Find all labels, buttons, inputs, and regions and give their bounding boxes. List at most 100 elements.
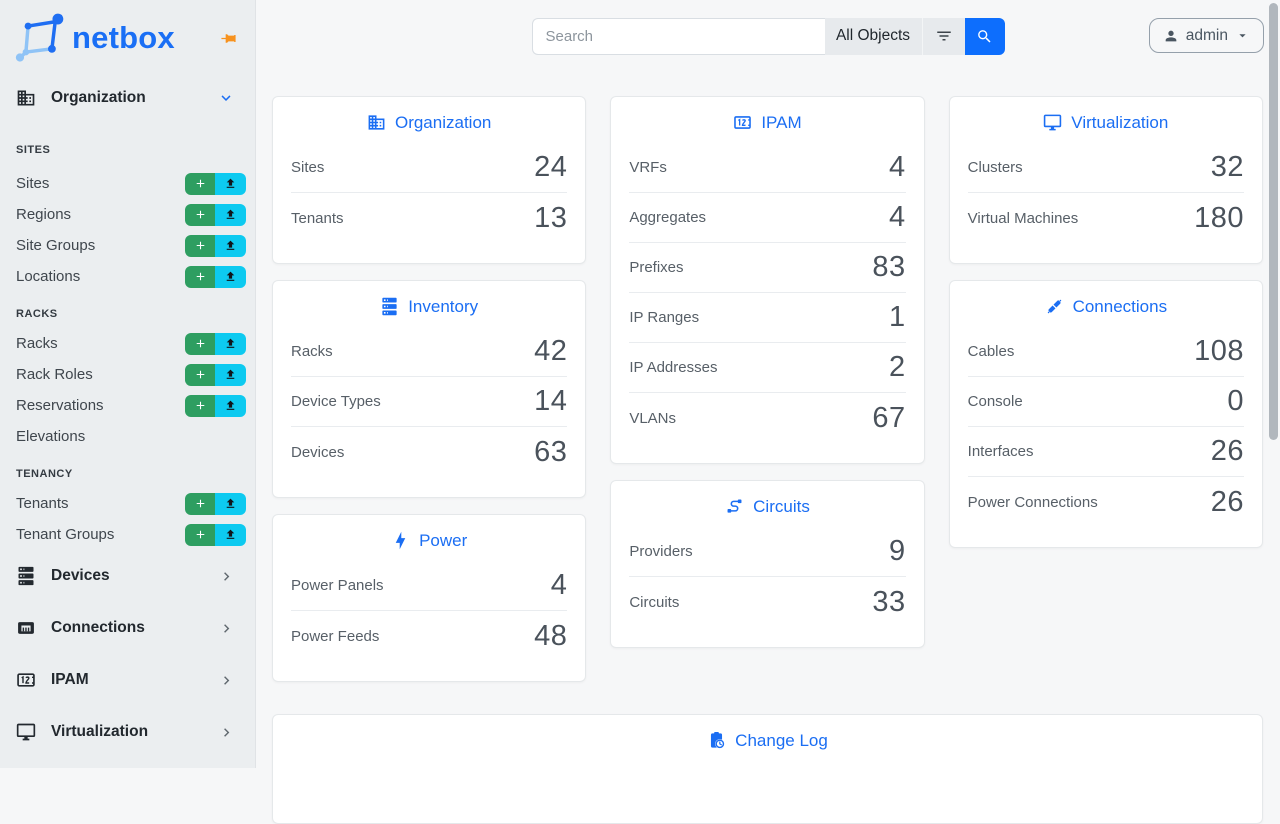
chevron-right-icon — [218, 568, 235, 585]
stat-label: Virtual Machines — [968, 210, 1079, 227]
stat-value[interactable]: 108 — [1194, 335, 1244, 368]
stat-value[interactable]: 1 — [889, 301, 906, 334]
stat-value[interactable]: 48 — [534, 620, 567, 653]
stat-value[interactable]: 4 — [889, 201, 906, 234]
card-organization-title[interactable]: Organization — [273, 97, 585, 135]
stat-label: Tenants — [291, 210, 344, 227]
import-button[interactable] — [215, 204, 246, 226]
stat-value[interactable]: 67 — [872, 402, 905, 435]
card-title-text: Connections — [1073, 294, 1168, 319]
card-power: Power Power Panels 4 Power Feeds 48 — [272, 514, 586, 682]
sidebar-item-elevations[interactable]: Elevations — [0, 421, 255, 452]
add-button[interactable] — [185, 524, 215, 546]
card-virtualization-title[interactable]: Virtualization — [950, 97, 1262, 135]
add-button[interactable] — [185, 235, 215, 257]
search-button[interactable] — [965, 18, 1005, 55]
card-power-title[interactable]: Power — [273, 515, 585, 553]
connections-icon — [16, 618, 36, 638]
card-circuits-title[interactable]: Circuits — [611, 481, 923, 519]
stat-value[interactable]: 9 — [889, 535, 906, 568]
sidebar-item-tenant-groups[interactable]: Tenant Groups — [0, 519, 255, 550]
import-button[interactable] — [215, 493, 246, 515]
import-button[interactable] — [215, 235, 246, 257]
add-button[interactable] — [185, 333, 215, 355]
netbox-logo-icon — [14, 12, 66, 64]
search-input[interactable] — [532, 18, 825, 55]
sidebar-item-sites[interactable]: Sites — [0, 168, 255, 199]
stat-row: Interfaces 26 — [968, 427, 1244, 477]
sidebar-item-reservations[interactable]: Reservations — [0, 390, 255, 421]
card-title-text: IPAM — [761, 110, 801, 135]
sidebar-menu-ipam[interactable]: IPAM — [0, 654, 255, 706]
plus-icon — [194, 208, 207, 221]
sidebar-menu-label: Devices — [51, 567, 110, 585]
sidebar-item-racks[interactable]: Racks — [0, 328, 255, 359]
user-menu-button[interactable]: admin — [1149, 18, 1264, 53]
sidebar-item-site-groups[interactable]: Site Groups — [0, 230, 255, 261]
add-button[interactable] — [185, 266, 215, 288]
plus-icon — [194, 270, 207, 283]
card-changelog-title[interactable]: Change Log — [273, 715, 1262, 753]
sidebar-item-label: Site Groups — [16, 237, 95, 254]
stat-value[interactable]: 14 — [534, 385, 567, 418]
dashboard: Organization Sites 24 Tenants 13 Inv — [256, 72, 1280, 824]
add-button[interactable] — [185, 173, 215, 195]
stat-row: IP Ranges 1 — [629, 293, 905, 343]
stat-value[interactable]: 2 — [889, 351, 906, 384]
stat-label: Power Panels — [291, 577, 384, 594]
stat-value[interactable]: 26 — [1211, 486, 1244, 519]
page-scrollbar-thumb[interactable] — [1269, 3, 1278, 440]
sidebar-item-rack-roles[interactable]: Rack Roles — [0, 359, 255, 390]
sidebar-item-locations[interactable]: Locations — [0, 261, 255, 292]
filter-button[interactable] — [922, 18, 965, 55]
add-button[interactable] — [185, 493, 215, 515]
stat-row: Aggregates 4 — [629, 193, 905, 243]
sidebar-menu-label: Virtualization — [51, 723, 148, 741]
stat-row: Devices 63 — [291, 427, 567, 477]
card-inventory-title[interactable]: Inventory — [273, 281, 585, 319]
stat-value[interactable]: 42 — [534, 335, 567, 368]
sidebar-item-tenants[interactable]: Tenants — [0, 488, 255, 519]
import-button[interactable] — [215, 266, 246, 288]
card-ipam-title[interactable]: IPAM — [611, 97, 923, 135]
stat-label: Power Feeds — [291, 628, 379, 645]
import-button[interactable] — [215, 395, 246, 417]
virtualization-icon — [1043, 113, 1062, 132]
card-title-text: Change Log — [735, 728, 828, 753]
add-button[interactable] — [185, 395, 215, 417]
stat-value[interactable]: 0 — [1227, 385, 1244, 418]
import-button[interactable] — [215, 333, 246, 355]
stat-value[interactable]: 4 — [551, 569, 568, 602]
sidebar-item-regions[interactable]: Regions — [0, 199, 255, 230]
chevron-right-icon — [218, 672, 235, 689]
stat-value[interactable]: 32 — [1211, 151, 1244, 184]
import-button[interactable] — [215, 364, 246, 386]
search-scope-button[interactable]: All Objects — [825, 18, 922, 55]
ipam-icon — [16, 670, 36, 690]
card-connections-title[interactable]: Connections — [950, 281, 1262, 319]
stat-value[interactable]: 26 — [1211, 435, 1244, 468]
sidebar-menu-connections[interactable]: Connections — [0, 602, 255, 654]
stat-value[interactable]: 33 — [872, 586, 905, 619]
add-button[interactable] — [185, 204, 215, 226]
stat-value[interactable]: 4 — [889, 151, 906, 184]
import-button[interactable] — [215, 524, 246, 546]
pin-sidebar-button[interactable] — [220, 30, 237, 47]
netbox-logo[interactable]: netbox — [0, 0, 255, 76]
sidebar-menu-virtualization[interactable]: Virtualization — [0, 706, 255, 758]
stat-value[interactable]: 180 — [1194, 202, 1244, 235]
stat-label: Providers — [629, 543, 692, 560]
sidebar-group-sites: SITES — [16, 140, 255, 160]
stat-value[interactable]: 63 — [534, 436, 567, 469]
add-button[interactable] — [185, 364, 215, 386]
sidebar-menu-organization[interactable]: Organization — [0, 76, 255, 120]
import-button[interactable] — [215, 173, 246, 195]
sidebar-item-label: Elevations — [16, 428, 85, 445]
stat-row: Virtual Machines 180 — [968, 193, 1244, 243]
sidebar-menu-devices[interactable]: Devices — [0, 550, 255, 602]
stat-value[interactable]: 24 — [534, 151, 567, 184]
upload-icon — [224, 208, 237, 221]
stat-value[interactable]: 13 — [534, 202, 567, 235]
plus-icon — [194, 528, 207, 541]
stat-value[interactable]: 83 — [872, 251, 905, 284]
